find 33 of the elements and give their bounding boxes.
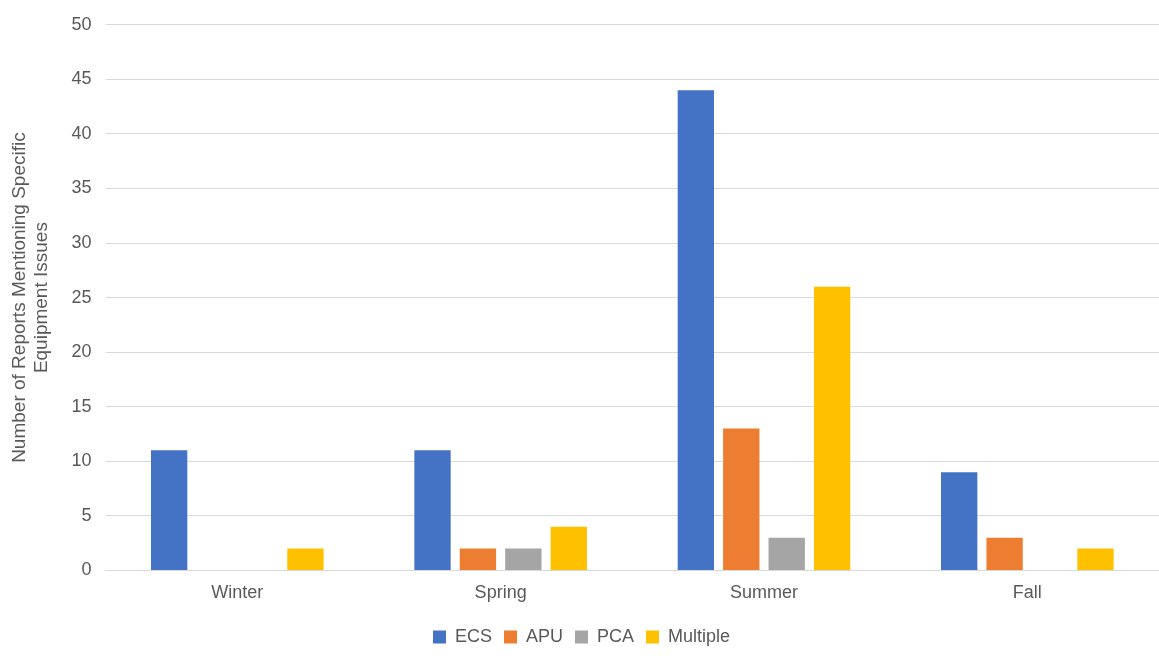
bar xyxy=(941,472,978,570)
legend-label: APU xyxy=(525,625,563,646)
legend-label: Multiple xyxy=(668,625,731,646)
bar xyxy=(813,286,851,570)
y-tick-label: 45 xyxy=(71,68,92,89)
bar xyxy=(414,450,451,570)
bar xyxy=(768,537,805,570)
bar xyxy=(1077,548,1114,570)
y-tick-label: 35 xyxy=(71,177,92,198)
y-tick-label: 0 xyxy=(81,559,92,580)
y-tick-label: 5 xyxy=(81,504,92,525)
y-tick-label: 20 xyxy=(71,341,92,362)
bar xyxy=(550,526,587,570)
y-tick-label: 50 xyxy=(71,13,92,34)
bar xyxy=(677,90,715,570)
y-axis-title: Number of Reports Mentioning Specific Equipment Issues xyxy=(7,132,52,463)
x-tick-label: Summer xyxy=(729,582,798,603)
y-tick-label: 15 xyxy=(71,395,92,416)
bar xyxy=(986,537,1023,570)
bar xyxy=(287,548,324,570)
y-tick-label: 10 xyxy=(71,450,92,471)
bar xyxy=(150,450,188,570)
bar xyxy=(723,428,760,570)
x-tick-label: Winter xyxy=(211,582,264,603)
x-tick-label: Fall xyxy=(1012,582,1042,603)
legend-label: PCA xyxy=(596,625,635,646)
y-tick-label: 30 xyxy=(71,232,92,253)
y-tick-label: 25 xyxy=(71,286,92,307)
bar xyxy=(505,548,542,570)
bar xyxy=(459,548,497,570)
y-tick-label: 40 xyxy=(71,122,92,143)
legend-label: ECS xyxy=(454,625,492,646)
x-tick-label: Spring xyxy=(474,582,527,603)
